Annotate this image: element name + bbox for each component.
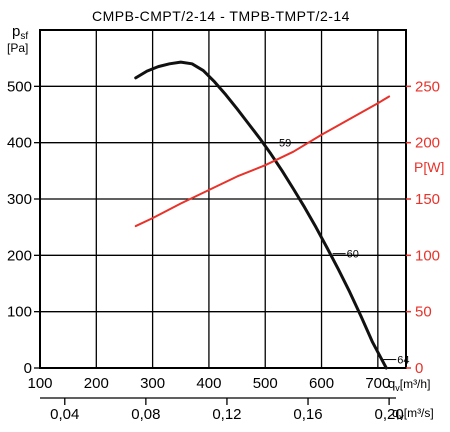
x-axis-primary-label-sub: v xyxy=(395,383,400,393)
chart-title: CMPB-CMPT/2-14 - TMPB-TMPT/2-14 xyxy=(92,8,350,24)
x-axis-secondary-label: qv[m³/s] xyxy=(392,405,434,422)
y-right-tick-label: 50 xyxy=(415,304,432,321)
y-left-tick-label: 100 xyxy=(7,304,32,321)
y-left-tick-label: 500 xyxy=(7,78,32,95)
series-layer xyxy=(134,60,391,370)
power-curve xyxy=(134,95,391,228)
x-axis-secondary-label-main: q xyxy=(392,405,399,420)
y-right-tick-label: 0 xyxy=(415,360,423,377)
y-right-tick-label: 200 xyxy=(415,135,440,152)
y-left-tick-label: 200 xyxy=(7,247,32,264)
annotation-layer: 59 60 64 xyxy=(265,138,410,367)
y-right-tick-label: 150 xyxy=(415,191,440,208)
x-tick-label: 600 xyxy=(309,375,334,392)
grid xyxy=(39,30,406,369)
x2-tick-label: 0,12 xyxy=(212,406,241,423)
x-tick-label: 400 xyxy=(196,375,221,392)
x-tick-label: 700 xyxy=(365,375,390,392)
x2-tick-label: 0,16 xyxy=(293,406,322,423)
x-axis-primary-label-unit: [m³/h] xyxy=(400,377,431,391)
x2-tick-label: 0,20 xyxy=(375,406,404,423)
x-tick-label: 100 xyxy=(27,375,52,392)
pressure-curve xyxy=(134,60,388,370)
y-left-tick-label: 400 xyxy=(7,135,32,152)
annotation-label: 59 xyxy=(279,138,291,150)
x2-tick-label: 0,04 xyxy=(50,406,79,423)
y-axis-left-unit: [Pa] xyxy=(7,41,28,55)
y-left-tick-label: 0 xyxy=(24,360,32,377)
y-right-tick-label: 100 xyxy=(415,247,440,264)
y-axis-left-label: psf xyxy=(12,23,28,42)
x-tick-label: 500 xyxy=(253,375,278,392)
x-axis-primary-label: qv[m³/h] xyxy=(388,376,430,393)
x2-tick-label: 0,08 xyxy=(131,406,160,423)
x-axis-primary-label-main: q xyxy=(388,376,395,391)
y-left-tick-label: 300 xyxy=(7,191,32,208)
annotation-label: 64 xyxy=(397,355,409,367)
y-axis-right-label: P[W] xyxy=(414,159,444,175)
x-axis-secondary-label-sub: v xyxy=(399,412,404,422)
x-tick-label: 200 xyxy=(84,375,109,392)
annotation-label: 60 xyxy=(347,249,359,261)
y-right-tick-label: 250 xyxy=(415,78,440,95)
y-axis-left-label-main: p xyxy=(12,23,20,40)
x-tick-label: 300 xyxy=(140,375,165,392)
x-axis-secondary-label-unit: [m³/s] xyxy=(404,406,434,420)
y-axis-left-label-sub: sf xyxy=(20,31,28,42)
